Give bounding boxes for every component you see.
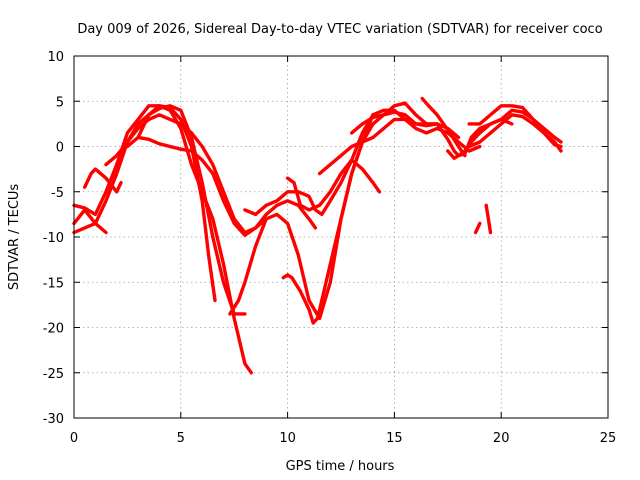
- x-tick-label: 25: [600, 431, 617, 446]
- y-tick-label: 10: [47, 50, 64, 65]
- grid: [74, 56, 608, 418]
- y-tick-label: -15: [43, 276, 64, 291]
- plot-series: [72, 96, 563, 375]
- series-sat-d: [125, 135, 268, 237]
- series-sat-m: [350, 110, 514, 158]
- x-axis-label: GPS time / hours: [286, 459, 395, 474]
- y-tick-label: -10: [43, 231, 64, 246]
- series-sat-f: [82, 167, 123, 194]
- x-tick-label: 20: [493, 431, 510, 446]
- y-tick-label: -20: [43, 322, 64, 337]
- chart-title: Day 009 of 2026, Sidereal Day-to-day VTE…: [77, 22, 602, 37]
- series-sat-q: [467, 113, 563, 149]
- series-sat-e: [72, 208, 108, 235]
- series-sat-j: [281, 101, 461, 325]
- series-sat-g: [104, 113, 318, 235]
- y-tick-label: -25: [43, 367, 64, 382]
- series-sat-r: [484, 203, 493, 235]
- series-sat-s: [473, 221, 482, 235]
- x-tick-label: 15: [386, 431, 403, 446]
- y-tick-labels: -30 -25 -20 -15 -10 -5 0 5 10: [43, 50, 64, 427]
- series-sat-k: [285, 158, 382, 212]
- y-tick-label: 5: [56, 95, 64, 110]
- y-axis-label: SDTVAR / TECUs: [7, 184, 22, 291]
- series-sat-b: [72, 104, 247, 316]
- y-tick-label: 0: [56, 141, 64, 156]
- axis-ticks: [73, 55, 609, 419]
- series-sat-n: [420, 96, 467, 158]
- x-tick-label: 5: [177, 431, 185, 446]
- x-tick-labels: 0 5 10 15 20 25: [70, 431, 616, 446]
- y-tick-label: -30: [43, 412, 64, 427]
- x-tick-label: 10: [279, 431, 296, 446]
- y-tick-label: -5: [51, 186, 64, 201]
- series-sat-o: [446, 108, 563, 161]
- series-sat-c: [136, 104, 217, 303]
- x-tick-label: 0: [70, 431, 78, 446]
